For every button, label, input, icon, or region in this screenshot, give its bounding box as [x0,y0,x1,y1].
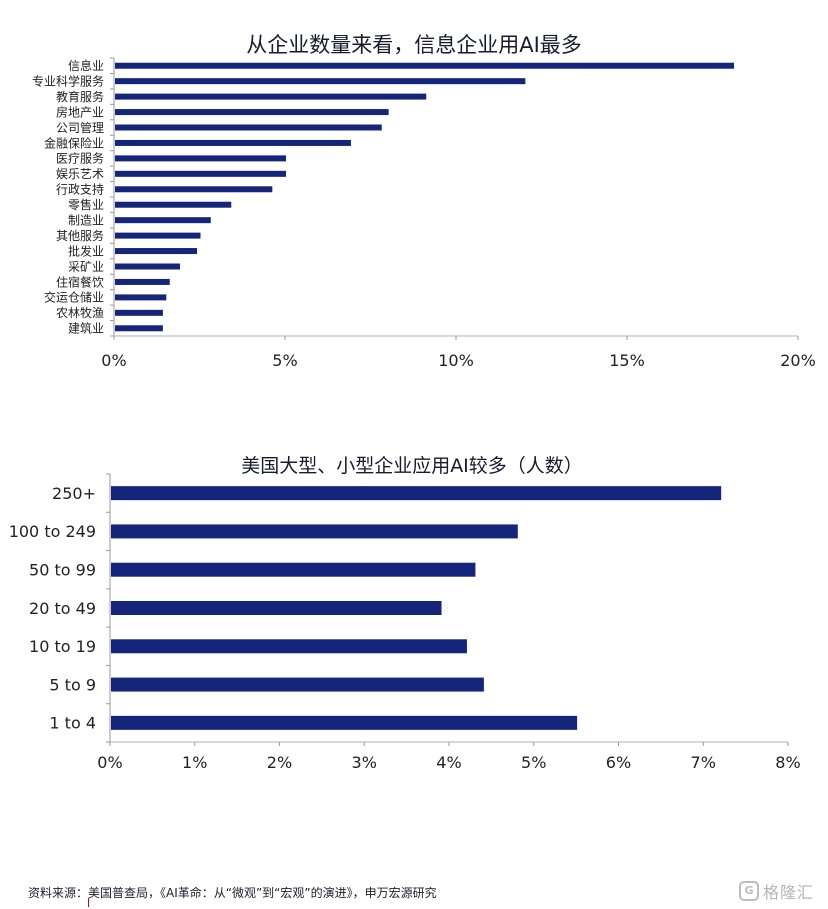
bar-4 [111,639,467,654]
x-tick-label: 7% [691,753,716,772]
bar-13 [115,263,180,270]
bar-1 [115,78,526,85]
source-note: 资料来源：美国普查局，《AI革命：从“微观”到“宏观”的演进》，申万宏源研究 [28,886,437,900]
bar-2 [111,562,476,577]
category-label: 信息业 [68,58,104,73]
category-label: 50 to 99 [29,560,96,579]
x-tick-label: 20% [780,351,816,370]
x-tick-label: 10% [438,351,474,370]
category-label: 20 to 49 [29,599,96,618]
bar-16 [115,309,163,316]
x-tick-label: 4% [436,753,461,772]
x-tick-label: 1% [182,753,207,772]
bar-7 [115,170,286,177]
bar-2 [115,93,427,100]
bar-10 [115,217,211,224]
logo-icon: G [738,881,759,901]
bar-5 [111,677,484,692]
bar-17 [115,325,163,332]
category-label: 1 to 4 [49,714,96,733]
bar-12 [115,248,198,255]
x-tick-label: 6% [606,753,631,772]
bar-8 [115,186,273,193]
category-label: 教育服务 [56,89,104,104]
category-label: 制造业 [68,213,104,227]
bar-0 [115,62,735,69]
industry-ai-bar-chart: 从企业数量来看，信息企业用AI最多信息业专业科学服务教育服务房地产业公司管理金融… [32,33,816,370]
bar-1 [111,524,518,539]
x-tick-label: 5% [272,351,297,370]
category-label: 其他服务 [56,228,104,243]
bar-9 [115,201,232,208]
category-label: 房地产业 [56,104,104,119]
category-label: 100 to 249 [9,522,96,541]
category-label: 交运仓储业 [44,290,104,305]
x-tick-label: 15% [609,351,645,370]
x-tick-label: 2% [267,753,292,772]
x-tick-label: 3% [352,753,377,772]
category-label: 农林牧渔 [56,306,104,320]
x-tick-label: 5% [521,753,546,772]
watermark-logo: G 格隆汇 [738,880,814,902]
firm-size-ai-bar-chart: 美国大型、小型企业应用AI较多（人数） 250+ 100 to 249 50 to 9… [9,455,801,772]
bar-3 [111,601,442,615]
bar-11 [115,232,201,239]
category-label: 建筑业 [68,321,104,336]
bar-14 [115,278,170,285]
category-label: 10 to 19 [29,637,96,656]
category-label: 住宿餐饮 [56,274,104,289]
x-tick-label: 8% [775,753,800,772]
chart-title: 从企业数量来看，信息企业用AI最多 [246,33,582,57]
category-label: 批发业 [68,243,104,258]
x-tick-label: 0% [97,753,122,772]
bar-5 [115,139,351,146]
x-tick-label: 0% [101,351,126,370]
category-label: 公司管理 [56,120,104,135]
bar-3 [115,109,389,116]
bar-15 [115,294,167,301]
category-label: 250+ [52,484,96,503]
logo-text: 格隆汇 [762,883,814,902]
bar-6 [115,155,286,162]
category-label: 金融保险业 [44,135,104,150]
category-label: 零售业 [68,197,104,212]
category-label: 专业科学服务 [32,73,104,88]
cursor-mark [88,898,89,907]
category-label: 娱乐艺术 [56,167,104,181]
bar-0 [111,486,722,501]
category-label: 采矿业 [68,260,104,274]
category-label: 5 to 9 [49,675,96,694]
bar-6 [111,715,578,730]
chart-title: 美国大型、小型企业应用AI较多（人数） [241,455,583,477]
bar-4 [115,124,382,131]
category-label: 行政支持 [56,182,104,197]
category-label: 医疗服务 [56,151,104,166]
